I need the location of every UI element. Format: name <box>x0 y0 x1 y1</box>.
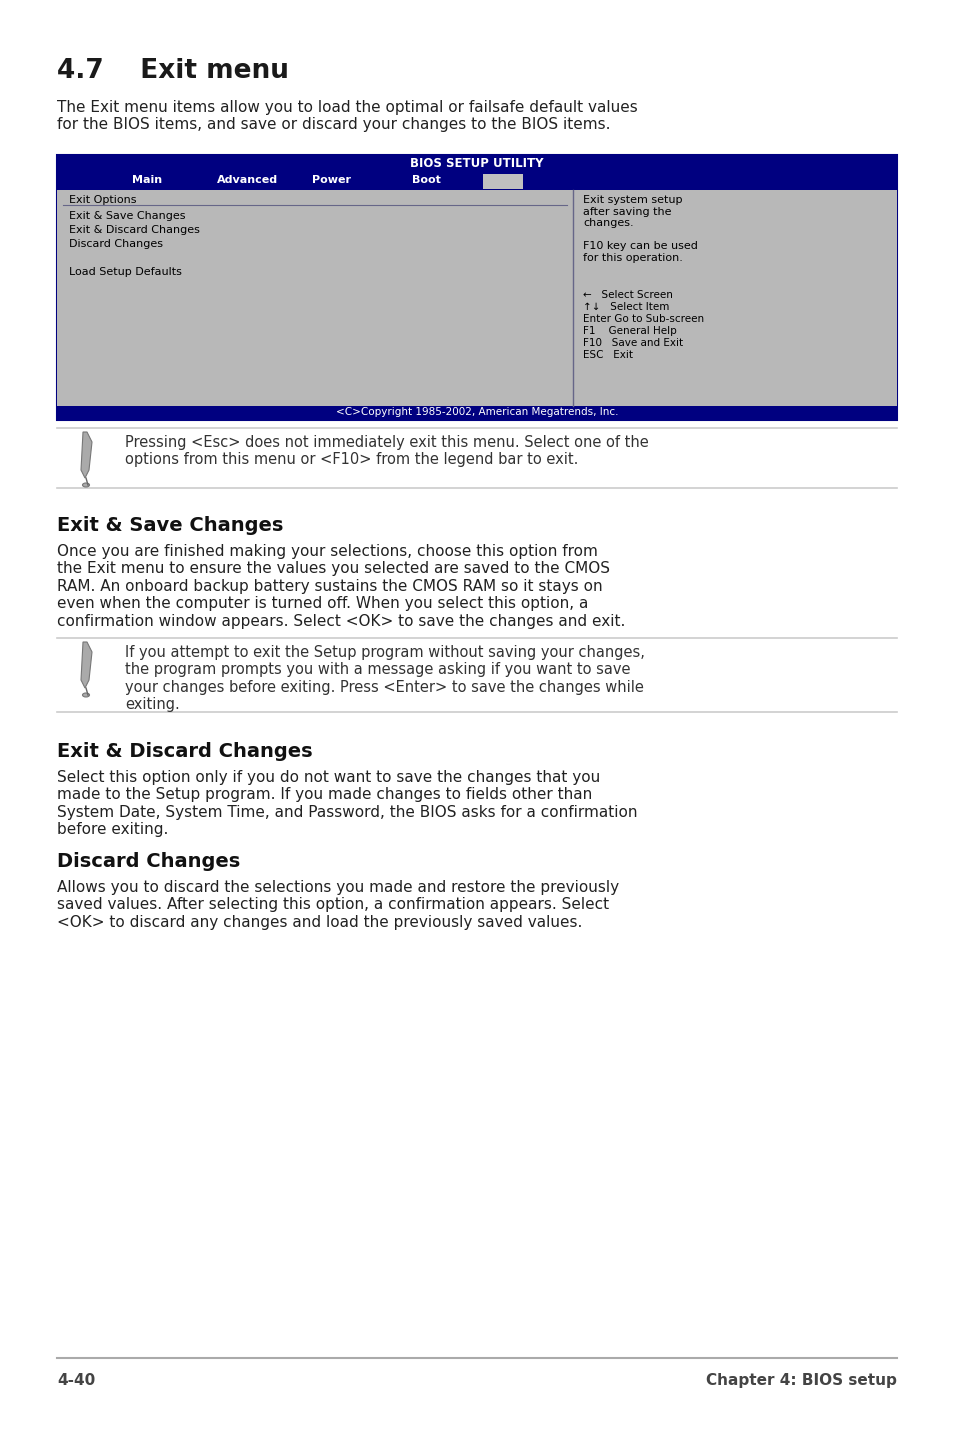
Text: Exit & Save Changes: Exit & Save Changes <box>69 211 185 221</box>
Text: BIOS SETUP UTILITY: BIOS SETUP UTILITY <box>410 157 543 170</box>
Ellipse shape <box>82 483 90 487</box>
Bar <box>482 174 522 188</box>
Text: The Exit menu items allow you to load the optimal or failsafe default values
for: The Exit menu items allow you to load th… <box>57 101 638 132</box>
Text: 4-40: 4-40 <box>57 1373 95 1388</box>
Text: Load Setup Defaults: Load Setup Defaults <box>69 267 182 278</box>
Text: Exit & Discard Changes: Exit & Discard Changes <box>69 224 200 234</box>
Text: Exit: Exit <box>486 175 510 186</box>
Text: ESC   Exit: ESC Exit <box>582 349 633 360</box>
Text: Enter Go to Sub-screen: Enter Go to Sub-screen <box>582 313 703 324</box>
Bar <box>57 155 896 420</box>
Bar <box>57 190 896 406</box>
Text: Exit & Save Changes: Exit & Save Changes <box>57 516 283 535</box>
Text: 4.7    Exit menu: 4.7 Exit menu <box>57 58 289 83</box>
Text: Discard Changes: Discard Changes <box>57 851 240 871</box>
Text: Chapter 4: BIOS setup: Chapter 4: BIOS setup <box>705 1373 896 1388</box>
Polygon shape <box>81 431 91 477</box>
Text: Main: Main <box>132 175 162 186</box>
Text: <C>Copyright 1985-2002, American Megatrends, Inc.: <C>Copyright 1985-2002, American Megatre… <box>335 407 618 417</box>
Text: Power: Power <box>312 175 351 186</box>
Text: ←   Select Screen: ← Select Screen <box>582 290 672 301</box>
Text: Select this option only if you do not want to save the changes that you
made to : Select this option only if you do not wa… <box>57 769 637 837</box>
Text: Boot: Boot <box>412 175 440 186</box>
Text: Exit Options: Exit Options <box>69 196 136 206</box>
Text: Once you are finished making your selections, choose this option from
the Exit m: Once you are finished making your select… <box>57 544 625 628</box>
Text: Advanced: Advanced <box>216 175 278 186</box>
Text: Allows you to discard the selections you made and restore the previously
saved v: Allows you to discard the selections you… <box>57 880 618 930</box>
Text: ↑↓   Select Item: ↑↓ Select Item <box>582 302 669 312</box>
Text: If you attempt to exit the Setup program without saving your changes,
the progra: If you attempt to exit the Setup program… <box>125 646 644 712</box>
Text: Exit & Discard Changes: Exit & Discard Changes <box>57 742 313 761</box>
Bar <box>57 406 896 420</box>
Text: Pressing <Esc> does not immediately exit this menu. Select one of the
options fr: Pressing <Esc> does not immediately exit… <box>125 436 648 467</box>
Text: F1    General Help: F1 General Help <box>582 326 676 336</box>
Text: F10   Save and Exit: F10 Save and Exit <box>582 338 682 348</box>
Text: Exit system setup
after saving the
changes.

F10 key can be used
for this operat: Exit system setup after saving the chang… <box>582 196 698 263</box>
Text: Discard Changes: Discard Changes <box>69 239 163 249</box>
Ellipse shape <box>82 693 90 697</box>
Polygon shape <box>81 641 91 687</box>
Bar <box>57 173 896 190</box>
